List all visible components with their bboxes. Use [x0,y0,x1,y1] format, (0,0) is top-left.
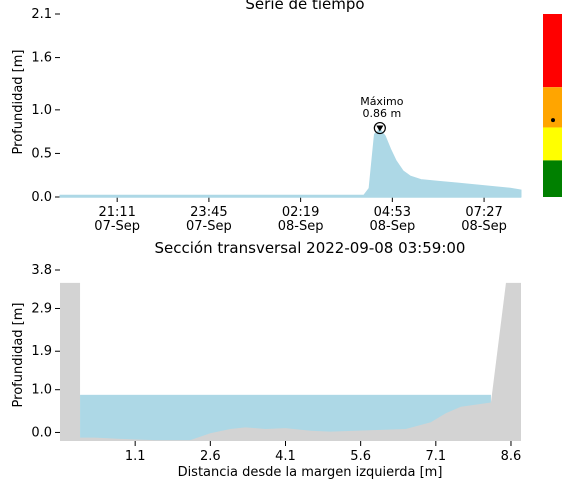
cross-section-xlabel: Distancia desde la margen izquierda [m] [178,465,443,480]
ytick-label: 0.0 [31,190,52,205]
status-level-band [543,160,562,197]
ytick-label: 3.8 [31,263,52,278]
time-series-title: Serie de tiempo [245,0,364,13]
ytick-label: 0.5 [31,146,52,161]
xtick-label: 2.6 [200,449,221,464]
ytick-label: 1.0 [31,103,52,118]
xtick-label: 1.1 [125,449,146,464]
xtick-date-label: 07-Sep [94,219,140,234]
ytick-label: 1.0 [31,383,52,398]
max-annotation-value: 0.86 m [362,107,401,120]
ytick-label: 1.6 [31,51,52,66]
xtick-date-label: 08-Sep [278,219,324,234]
ytick-label: 2.9 [31,301,52,316]
xtick-date-label: 08-Sep [461,219,507,234]
max-marker-circle [373,121,386,135]
cross-section-title: Sección transversal 2022-09-08 03:59:00 [155,239,466,257]
time-series-ylabel: Profundidad [m] [11,50,26,155]
max-annotation-label: Máximo [360,95,404,108]
xtick-time-label: 23:45 [190,205,227,220]
status-level-band [543,127,562,161]
xtick-time-label: 21:11 [98,205,135,220]
ytick-label: 2.1 [31,7,52,22]
xtick-time-label: 04:53 [374,205,411,220]
ytick-label: 1.9 [31,344,52,359]
xtick-time-label: 02:19 [282,205,319,220]
max-marker-triangle [376,125,384,132]
ground-profile [60,282,521,441]
status-level-band [543,14,562,88]
depth-series-area [59,128,522,198]
xtick-label: 5.6 [350,449,371,464]
cross-section-ylabel: Profundidad [m] [11,303,26,408]
status-indicator-dot [551,118,555,123]
xtick-label: 4.1 [275,449,296,464]
xtick-time-label: 07:27 [465,205,502,220]
xtick-label: 7.1 [425,449,446,464]
xtick-date-label: 08-Sep [369,219,415,234]
xtick-label: 8.6 [501,449,522,464]
ytick-label: 0.0 [31,425,52,440]
status-level-band [543,87,562,128]
xtick-date-label: 07-Sep [186,219,232,234]
